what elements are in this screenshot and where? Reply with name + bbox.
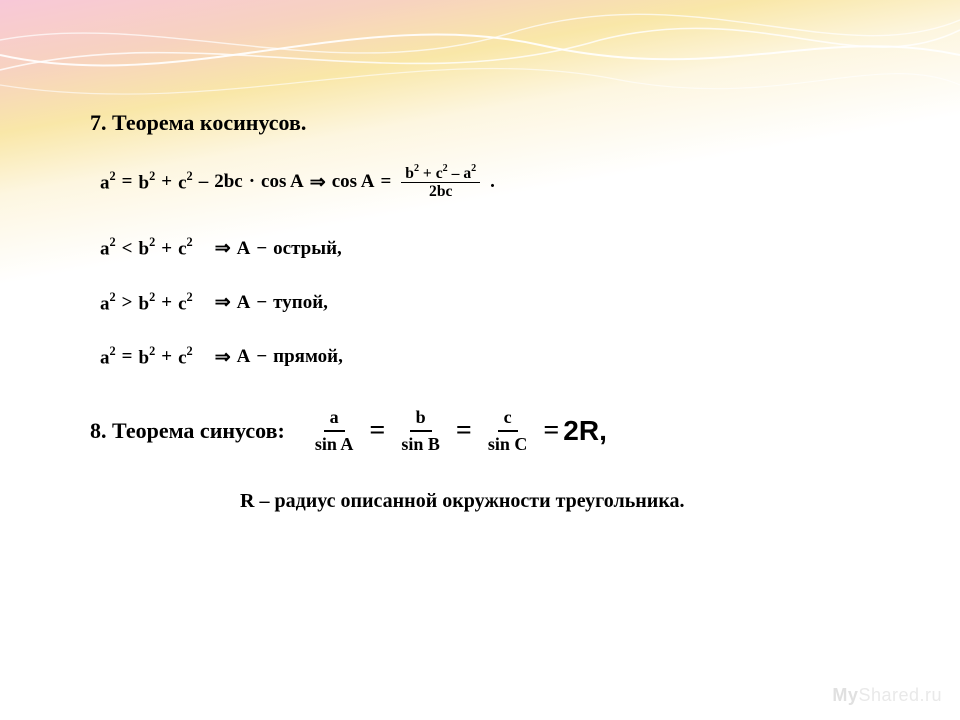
- right-condition: a2 = b2 + c2 ⇒ A − прямой,: [100, 345, 900, 369]
- radius-note: R – радиус описанной окружности треуголь…: [240, 490, 900, 513]
- angle-type-label: тупой,: [273, 292, 328, 314]
- math-text: +: [161, 238, 172, 260]
- math-text: A: [237, 292, 251, 314]
- fraction-numerator: a: [324, 405, 345, 432]
- math-text: .: [490, 171, 495, 193]
- math-text: a2: [100, 236, 116, 260]
- math-text: c2: [178, 345, 193, 369]
- fraction: a sin A: [309, 405, 360, 456]
- math-text: ⇒: [215, 291, 231, 314]
- math-text: ⇒: [310, 171, 326, 194]
- math-text: 2R: [563, 415, 599, 447]
- math-text: cos A: [261, 171, 304, 193]
- fraction: b sin B: [395, 405, 446, 456]
- math-text: +: [161, 171, 172, 193]
- math-text: ,: [599, 415, 607, 447]
- math-text: =: [122, 346, 133, 368]
- math-text: =: [543, 415, 559, 447]
- math-text: ⇒: [215, 346, 231, 369]
- fraction-numerator: c: [498, 405, 518, 432]
- math-text: ·: [249, 171, 255, 193]
- math-text: c2: [178, 170, 193, 194]
- slide: 7. Теорема косинусов. a2 = b2 + c2 – 2bc…: [0, 0, 960, 720]
- math-text: −: [256, 346, 267, 368]
- math-text: 2bc: [214, 171, 243, 193]
- math-text: <: [122, 238, 133, 260]
- math-text: ⇒: [215, 237, 231, 260]
- math-text: =: [369, 415, 385, 447]
- fraction-denominator: 2bc: [425, 183, 456, 200]
- math-text: >: [122, 292, 133, 314]
- obtuse-condition: a2 > b2 + c2 ⇒ A − тупой,: [100, 291, 900, 315]
- math-text: =: [456, 415, 472, 447]
- content-area: 7. Теорема косинусов. a2 = b2 + c2 – 2bc…: [90, 100, 900, 513]
- fraction-numerator: b: [410, 405, 432, 432]
- fraction-denominator: sin C: [482, 432, 534, 457]
- section-7-heading: 7. Теорема косинусов.: [90, 110, 900, 136]
- angle-type-label: прямой,: [273, 346, 343, 368]
- math-text: +: [161, 346, 172, 368]
- math-text: cos A: [332, 171, 375, 193]
- math-text: b2: [139, 345, 156, 369]
- section-8-row: 8. Теорема синусов: a sin A = b sin B = …: [90, 405, 900, 456]
- math-text: –: [199, 171, 209, 193]
- note-text: радиус описанной окружности треугольника…: [274, 490, 684, 512]
- math-text: b2: [139, 291, 156, 315]
- decorative-ribbon: [0, 0, 960, 110]
- math-text: =: [380, 171, 391, 193]
- math-text: –: [259, 490, 269, 512]
- fraction: c sin C: [482, 405, 534, 456]
- math-text: c2: [178, 236, 193, 260]
- cosine-law-formula: a2 = b2 + c2 – 2bc · cos A ⇒ cos A = b2 …: [100, 164, 900, 200]
- acute-condition: a2 < b2 + c2 ⇒ A − острый,: [100, 236, 900, 260]
- math-text: c2: [178, 291, 193, 315]
- math-text: b2: [139, 170, 156, 194]
- math-text: b2: [139, 236, 156, 260]
- watermark: MyShared.ru: [832, 685, 942, 706]
- math-text: a2: [100, 345, 116, 369]
- watermark-bold: My: [832, 685, 858, 705]
- math-text: R: [240, 490, 254, 512]
- math-text: a2: [100, 291, 116, 315]
- math-text: =: [122, 171, 133, 193]
- watermark-rest: Shared.ru: [858, 685, 942, 705]
- angle-type-label: острый,: [273, 238, 342, 260]
- fraction-numerator: b2 + c2 – a2: [401, 164, 480, 183]
- math-text: A: [237, 346, 251, 368]
- fraction: b2 + c2 – a2 2bc: [401, 164, 480, 200]
- ribbon-svg: [0, 0, 960, 110]
- math-text: a2: [100, 170, 116, 194]
- fraction-denominator: sin A: [309, 432, 360, 457]
- math-text: −: [256, 292, 267, 314]
- fraction-denominator: sin B: [395, 432, 446, 457]
- section-8-heading: 8. Теорема синусов:: [90, 418, 285, 444]
- math-text: +: [161, 292, 172, 314]
- math-text: A: [237, 238, 251, 260]
- math-text: −: [256, 238, 267, 260]
